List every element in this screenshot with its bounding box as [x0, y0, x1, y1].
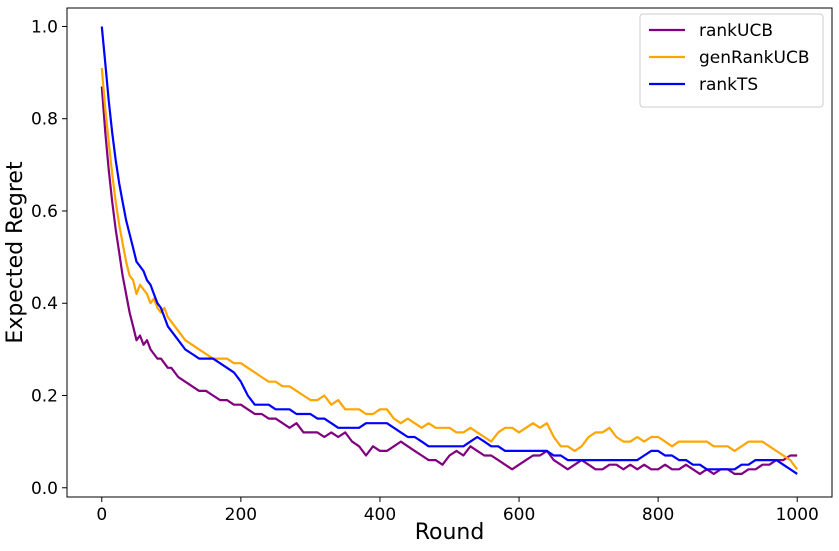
legend-label-rankucb: rankUCB — [699, 21, 773, 41]
x-tick-label: 0 — [96, 505, 107, 525]
x-tick-label: 1000 — [776, 505, 819, 525]
x-tick-label: 200 — [225, 505, 257, 525]
x-tick-label: 600 — [503, 505, 535, 525]
x-axis-title: Round — [415, 520, 485, 545]
x-tick-label: 400 — [364, 505, 396, 525]
y-tick-label: 0.2 — [31, 387, 58, 407]
y-tick-label: 0.0 — [31, 479, 58, 499]
y-tick-label: 1.0 — [31, 17, 58, 37]
legend-label-rankts: rankTS — [699, 75, 758, 95]
series-line-genrankucb — [100, 67, 799, 470]
y-tick-label: 0.6 — [31, 202, 58, 222]
x-axis: 0 200 400 600 800 1000 — [96, 497, 819, 525]
y-tick-label: 0.4 — [31, 294, 58, 314]
series-line-rankts — [100, 26, 798, 475]
legend-label-genrankucb: genRankUCB — [699, 48, 809, 68]
legend: rankUCB genRankUCB rankTS — [639, 13, 824, 108]
y-tick-label: 0.8 — [31, 110, 58, 130]
series-layer — [100, 26, 799, 475]
x-tick-label: 800 — [642, 505, 674, 525]
series-line-rankucb — [100, 86, 798, 475]
y-axis: 0.0 0.2 0.4 0.6 0.8 1.0 — [31, 17, 67, 499]
legend-box — [639, 13, 824, 108]
y-axis-title: Expected Regret — [3, 161, 28, 344]
plot-frame — [66, 7, 833, 498]
